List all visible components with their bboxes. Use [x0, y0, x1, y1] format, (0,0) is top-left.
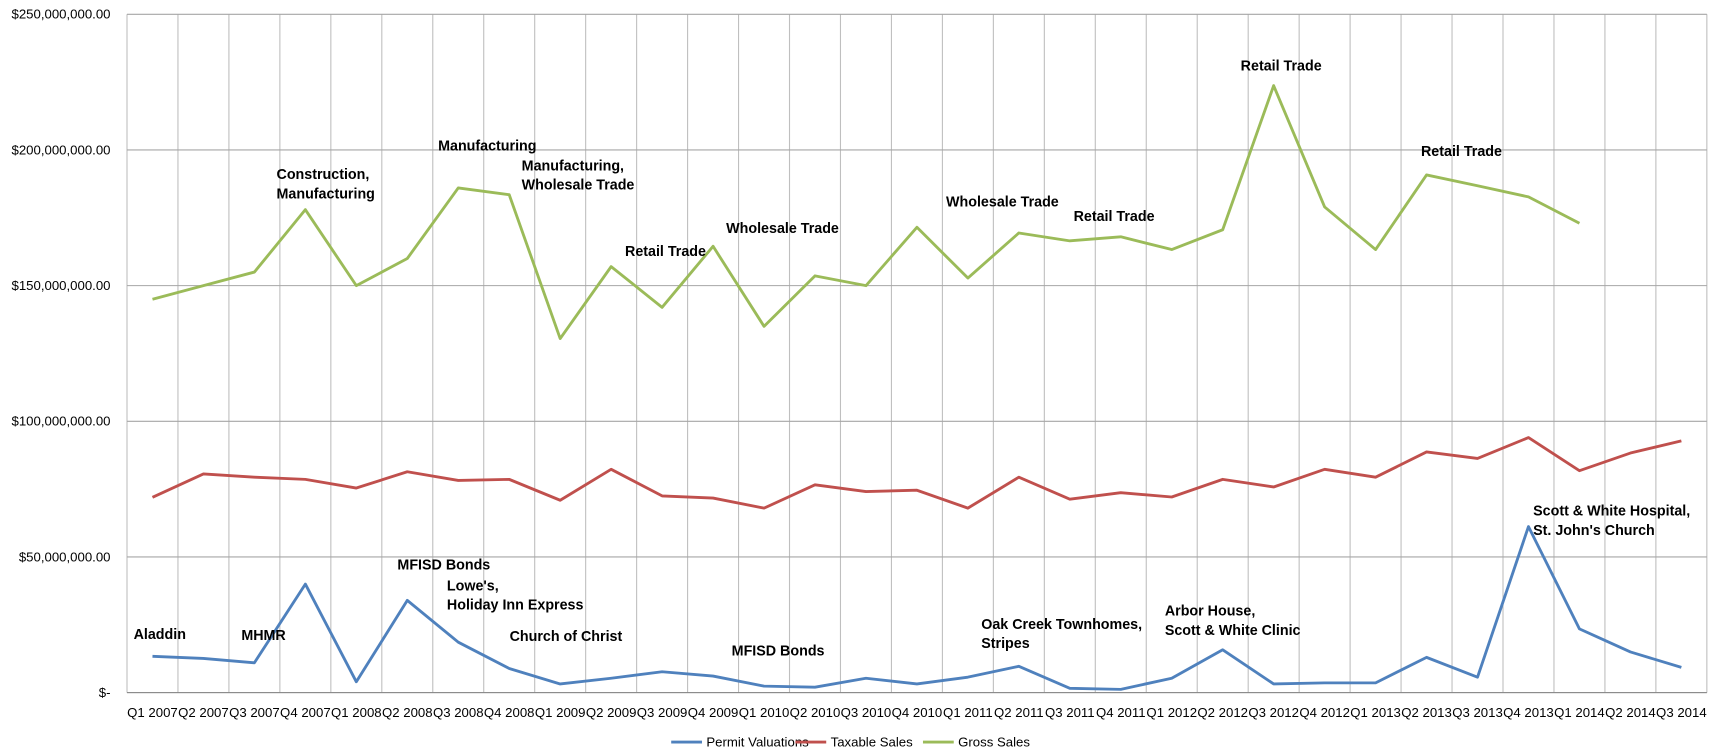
x-tick-label: Q1 2014 [1554, 705, 1605, 720]
x-tick-label: Q4 2007 [280, 705, 331, 720]
annotation: Stripes [981, 636, 1029, 652]
x-tick-label: Q1 2012 [1146, 705, 1197, 720]
annotation: MHMR [241, 628, 286, 644]
annotation: MFISD Bonds [397, 557, 490, 573]
annotation: MFISD Bonds [732, 643, 825, 659]
annotation: Arbor House, [1165, 604, 1255, 620]
x-tick-label: Q1 2008 [331, 705, 382, 720]
annotation: Retail Trade [625, 244, 706, 260]
x-tick-label: Q2 2007 [178, 705, 229, 720]
annotation: St. John's Church [1533, 523, 1655, 539]
x-tick-label: Q1 2007 [127, 705, 178, 720]
annotation: Wholesale Trade [946, 195, 1059, 211]
legend-label: Gross Sales [958, 735, 1030, 750]
x-tick-label: Q3 2007 [229, 705, 280, 720]
x-tick-label: Q2 2013 [1401, 705, 1452, 720]
y-tick-label: $200,000,000.00 [11, 142, 110, 157]
y-tick-label: $250,000,000.00 [11, 7, 110, 22]
x-tick-label: Q2 2012 [1197, 705, 1248, 720]
x-tick-label: Q2 2010 [790, 705, 841, 720]
annotation: Manufacturing [438, 139, 536, 155]
annotation: Lowe's, [447, 578, 499, 594]
x-tick-label: Q4 2009 [688, 705, 739, 720]
series-line [152, 525, 1682, 691]
annotation: Retail Trade [1421, 144, 1502, 160]
y-tick-label: $100,000,000.00 [11, 414, 110, 429]
legend-label: Taxable Sales [831, 735, 914, 750]
series-line [151, 436, 1682, 510]
annotation: Wholesale Trade [726, 221, 839, 237]
x-tick-label: Q4 2008 [484, 705, 535, 720]
series-line [152, 84, 1581, 340]
x-tick-label: Q4 2010 [892, 705, 943, 720]
x-tick-label: Q1 2010 [739, 705, 790, 720]
annotation: Aladdin [134, 627, 186, 643]
x-tick-label: Q2 2011 [994, 705, 1044, 720]
annotation: Retail Trade [1241, 58, 1322, 74]
annotation: Wholesale Trade [522, 178, 635, 194]
legend-label: Permit Valuations [706, 735, 809, 750]
x-tick-label: Q2 2008 [382, 705, 433, 720]
x-tick-label: Q1 2011 [943, 705, 993, 720]
x-tick-label: Q4 2012 [1299, 705, 1350, 720]
y-tick-label: $150,000,000.00 [11, 278, 110, 293]
x-tick-label: Q3 2009 [637, 705, 688, 720]
annotation: Holiday Inn Express [447, 598, 584, 614]
y-tick-label: $- [99, 685, 111, 700]
annotation: Manufacturing [277, 186, 375, 202]
annotation: Construction, [277, 167, 370, 183]
annotation: Scott & White Clinic [1165, 623, 1301, 639]
x-tick-label: Q3 2011 [1045, 705, 1095, 720]
x-tick-label: Q1 2009 [535, 705, 586, 720]
x-tick-label: Q3 2008 [433, 705, 484, 720]
x-tick-label: Q1 2013 [1350, 705, 1401, 720]
annotation: Retail Trade [1074, 209, 1155, 225]
annotation: Church of Christ [510, 629, 623, 645]
x-tick-label: Q3 2013 [1452, 705, 1503, 720]
x-tick-label: Q2 2009 [586, 705, 637, 720]
x-tick-label: Q2 2014 [1605, 705, 1656, 720]
x-tick-label: Q4 2013 [1503, 705, 1554, 720]
annotation: Manufacturing, [522, 158, 624, 174]
y-tick-label: $50,000,000.00 [19, 549, 111, 564]
annotation: Scott & White Hospital, [1533, 504, 1690, 520]
annotation: Oak Creek Townhomes, [981, 617, 1142, 633]
x-tick-label: Q3 2014 [1656, 705, 1707, 720]
x-tick-label: Q4 2011 [1096, 705, 1146, 720]
x-tick-label: Q3 2012 [1248, 705, 1299, 720]
x-tick-label: Q3 2010 [841, 705, 892, 720]
